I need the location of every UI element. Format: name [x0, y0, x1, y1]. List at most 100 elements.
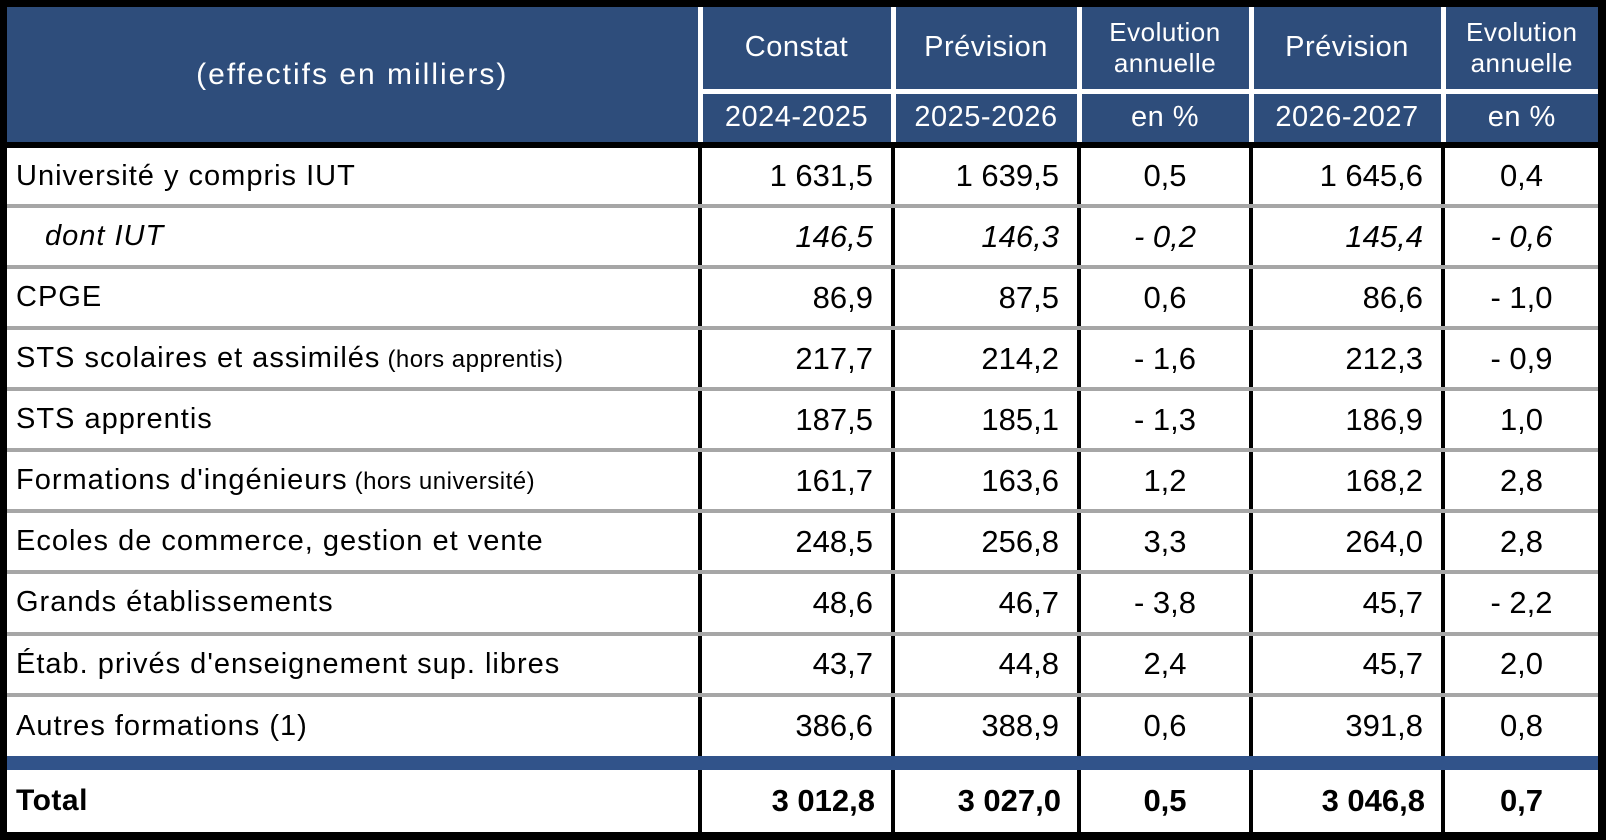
cell-prevision-2: 264,0 [1249, 511, 1443, 575]
cell-prevision-1: 185,1 [891, 389, 1079, 453]
table-row-grands-etablissements: Grands établissements 48,6 46,7 - 3,8 45… [7, 572, 1598, 636]
cell-evolution-2: 2,8 [1441, 511, 1598, 575]
cell-prevision-2: 86,6 [1249, 267, 1443, 331]
cell-evolution-1: 0,6 [1077, 267, 1251, 331]
cell-prevision-2: 168,2 [1249, 450, 1443, 514]
table-row-autres-formations: Autres formations (1) 386,6 388,9 0,6 39… [7, 694, 1598, 756]
row-label: Ecoles de commerce, gestion et vente [7, 511, 700, 575]
cell-prevision-1: 214,2 [891, 328, 1079, 392]
cell-evolution-1: 1,2 [1077, 450, 1251, 514]
row-label-text: STS scolaires et assimilés [16, 342, 381, 375]
cell-prevision-2: 1 645,6 [1249, 141, 1443, 209]
cell-prevision-1: 1 639,5 [891, 141, 1079, 209]
total-label: Total [7, 769, 700, 832]
table-body: Université y compris IUT 1 631,5 1 639,5… [7, 141, 1598, 832]
total-evolution-2: 0,7 [1441, 769, 1598, 832]
cell-prevision-1: 87,5 [891, 267, 1079, 331]
cell-evolution-1: - 1,3 [1077, 389, 1251, 453]
col-header-evolution-2: Evolution annuelle [1443, 7, 1598, 94]
row-label: Étab. privés d'enseignement sup. libres [7, 633, 700, 697]
cell-constat: 48,6 [698, 572, 893, 636]
cell-evolution-1: 3,3 [1077, 511, 1251, 575]
cell-prevision-1: 256,8 [891, 511, 1079, 575]
cell-prevision-2: 186,9 [1249, 389, 1443, 453]
row-label-text: STS apprentis [16, 403, 213, 436]
total-evolution-1: 0,5 [1077, 769, 1251, 832]
table-row-sts-scolaires: STS scolaires et assimilés (hors apprenti… [7, 328, 1598, 392]
total-prevision-2: 3 046,8 [1249, 769, 1443, 832]
row-label-text: Grands établissements [16, 586, 334, 619]
cell-evolution-2: - 0,6 [1441, 206, 1598, 270]
table-header: (effectifs en milliers) Constat Prévisio… [7, 7, 1598, 145]
cell-prevision-2: 145,4 [1249, 206, 1443, 270]
cell-evolution-2: 2,0 [1441, 633, 1598, 697]
row-label-text: Université y compris IUT [16, 159, 356, 192]
table-row-total: Total 3 012,8 3 027,0 0,5 3 046,8 0,7 [7, 769, 1598, 832]
cell-prevision-1: 163,6 [891, 450, 1079, 514]
cell-constat: 86,9 [698, 267, 893, 331]
table-row-cpge: CPGE 86,9 87,5 0,6 86,6 - 1,0 [7, 267, 1598, 331]
col-header-constat: Constat [700, 7, 896, 94]
cell-prevision-2: 391,8 [1249, 694, 1443, 756]
col-header-evolution-1: Evolution annuelle [1079, 7, 1254, 94]
row-label: Autres formations (1) [7, 694, 700, 756]
table-row-universite: Université y compris IUT 1 631,5 1 639,5… [7, 141, 1598, 209]
row-label: STS scolaires et assimilés (hors apprenti… [7, 328, 700, 392]
table-row-dont-iut: dont IUT 146,5 146,3 - 0,2 145,4 - 0,6 [7, 206, 1598, 270]
cell-constat: 161,7 [698, 450, 893, 514]
table-row-ecoles-commerce: Ecoles de commerce, gestion et vente 248… [7, 511, 1598, 575]
row-label: CPGE [7, 267, 700, 331]
cell-prevision-2: 45,7 [1249, 633, 1443, 697]
cell-evolution-1: - 1,6 [1077, 328, 1251, 392]
row-label: Formations d'ingénieurs (hors université) [7, 450, 700, 514]
table-row-formations-ingenieurs: Formations d'ingénieurs (hors université)… [7, 450, 1598, 514]
cell-constat: 248,5 [698, 511, 893, 575]
col-subheader-2026-2027: 2026-2027 [1251, 91, 1446, 145]
col-subheader-en-pct-2: en % [1443, 91, 1598, 145]
col-subheader-en-pct-1: en % [1079, 91, 1254, 145]
row-label: Université y compris IUT [7, 141, 700, 209]
cell-constat: 187,5 [698, 389, 893, 453]
row-label-note: (hors université) [354, 468, 536, 496]
row-label-text: Formations d'ingénieurs [16, 464, 348, 497]
row-label-text: Ecoles de commerce, gestion et vente [16, 525, 544, 558]
cell-evolution-2: 0,4 [1441, 141, 1598, 209]
cell-evolution-2: - 2,2 [1441, 572, 1598, 636]
cell-constat: 386,6 [698, 694, 893, 756]
col-header-prevision-2: Prévision [1251, 7, 1446, 94]
cell-evolution-2: - 1,0 [1441, 267, 1598, 331]
row-label-text: dont IUT [45, 220, 165, 253]
col-subheader-2024-2025: 2024-2025 [700, 91, 896, 145]
cell-evolution-1: 0,6 [1077, 694, 1251, 756]
effectifs-table: (effectifs en milliers) Constat Prévisio… [7, 7, 1598, 832]
cell-evolution-2: 1,0 [1441, 389, 1598, 453]
row-label-text: Étab. privés d'enseignement sup. libres [16, 647, 561, 680]
row-label-note: (hors apprentis) [387, 346, 564, 374]
row-label: dont IUT [7, 206, 700, 270]
cell-evolution-2: 0,8 [1441, 694, 1598, 756]
cell-evolution-2: 2,8 [1441, 450, 1598, 514]
row-label: Grands établissements [7, 572, 700, 636]
cell-evolution-1: - 3,8 [1077, 572, 1251, 636]
row-label-text: CPGE [16, 281, 103, 314]
table-title-cell: (effectifs en milliers) [7, 7, 703, 145]
cell-constat: 1 631,5 [698, 141, 893, 209]
row-label: STS apprentis [7, 389, 700, 453]
cell-constat: 43,7 [698, 633, 893, 697]
cell-prevision-1: 44,8 [891, 633, 1079, 697]
cell-prevision-1: 388,9 [891, 694, 1079, 756]
total-constat: 3 012,8 [698, 769, 893, 832]
cell-evolution-2: - 0,9 [1441, 328, 1598, 392]
cell-evolution-1: 2,4 [1077, 633, 1251, 697]
cell-evolution-1: 0,5 [1077, 141, 1251, 209]
total-separator-row [7, 755, 1598, 770]
cell-prevision-1: 146,3 [891, 206, 1079, 270]
cell-constat: 217,7 [698, 328, 893, 392]
table-row-sts-apprentis: STS apprentis 187,5 185,1 - 1,3 186,9 1,… [7, 389, 1598, 453]
cell-prevision-1: 46,7 [891, 572, 1079, 636]
separator-bar [7, 755, 1598, 770]
cell-evolution-1: - 0,2 [1077, 206, 1251, 270]
table-row-etab-prives: Étab. privés d'enseignement sup. libres … [7, 633, 1598, 697]
row-label-text: Autres formations (1) [16, 709, 308, 742]
